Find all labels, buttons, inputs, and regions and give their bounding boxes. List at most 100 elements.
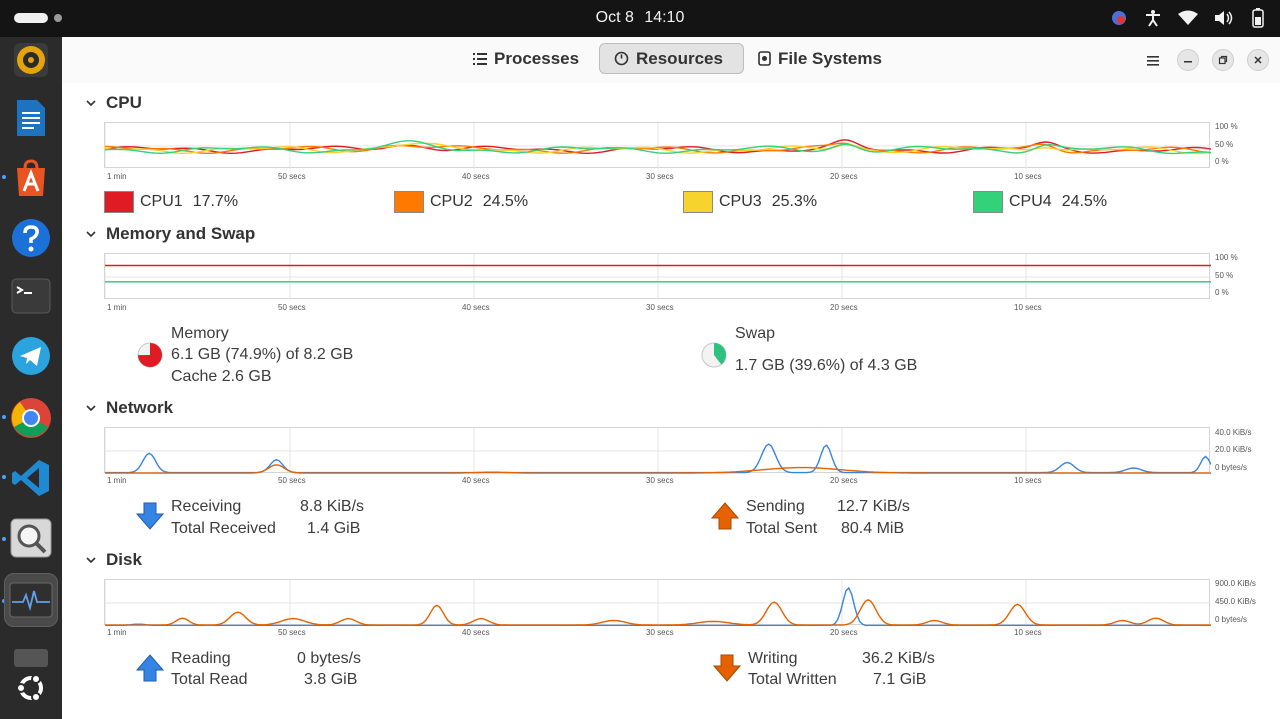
- arrow-down-writing-icon[interactable]: [713, 654, 741, 682]
- x-tick-label: 20 secs: [830, 172, 858, 181]
- network-graph: [104, 427, 1211, 474]
- chevron-down-icon: [86, 99, 96, 106]
- restore-button[interactable]: [1212, 49, 1234, 71]
- pie-slice: [138, 343, 162, 367]
- workspace-dot: [54, 14, 62, 22]
- cpu1-label: CPU1: [140, 193, 183, 210]
- dock-system-monitor[interactable]: [4, 573, 58, 627]
- x-tick-label: 10 secs: [1014, 476, 1042, 485]
- clock[interactable]: Oct 8 14:10: [0, 9, 1280, 27]
- system-tray[interactable]: [1110, 7, 1266, 29]
- cpu4-legend[interactable]: CPU4 24.5%: [973, 191, 1107, 213]
- swap-label: Swap: [735, 325, 776, 342]
- sending-series: [105, 464, 1211, 474]
- clock-date: Oct 8: [595, 9, 634, 26]
- disk-section-header[interactable]: Disk: [86, 550, 142, 570]
- network-y-tick: 0 bytes/s: [1215, 463, 1248, 472]
- arrow-up-sending-icon[interactable]: [711, 502, 739, 530]
- tab-resources[interactable]: Resources: [599, 43, 744, 74]
- memory-usage-pie[interactable]: [136, 341, 164, 369]
- arrow-up-reading-icon[interactable]: [136, 654, 164, 682]
- cpu-series-3: [105, 142, 1211, 155]
- telegram-icon: [12, 337, 50, 375]
- writing-value: 36.2 KiB/s: [862, 650, 935, 667]
- dock-running-indicator: [2, 537, 6, 541]
- x-tick-label: 1 min: [107, 172, 127, 181]
- dock-telegram[interactable]: [8, 333, 54, 379]
- dock-running-indicator: [2, 475, 6, 479]
- writing-series: [105, 599, 1211, 626]
- top-bar: Oct 8 14:10: [0, 0, 1280, 37]
- disk-y-tick: 450.0 KiB/s: [1215, 597, 1256, 606]
- dock-rhythmbox[interactable]: [8, 37, 54, 83]
- tab-processes-label: Processes: [494, 48, 580, 68]
- arrow-down-receiving-icon[interactable]: [136, 502, 164, 530]
- chevron-down-icon: [86, 404, 96, 411]
- close-button[interactable]: [1247, 49, 1269, 71]
- memory-graph: [104, 253, 1211, 300]
- network-section-header[interactable]: Network: [86, 398, 173, 418]
- tab-processes[interactable]: Processes: [459, 43, 593, 74]
- memory-cache: Cache 2.6 GB: [171, 368, 272, 385]
- total-read-value: 3.8 GiB: [304, 671, 358, 688]
- memory-section-header[interactable]: Memory and Swap: [86, 224, 255, 244]
- cpu2-color-swatch[interactable]: [394, 191, 424, 213]
- total-sent-label: Total Sent: [746, 520, 818, 537]
- cpu3-color-swatch[interactable]: [683, 191, 713, 213]
- gauge-icon: [614, 51, 629, 66]
- x-tick-label: 1 min: [107, 628, 127, 637]
- tab-file-systems[interactable]: File Systems: [744, 43, 896, 74]
- network-y-tick: 40.0 KiB/s: [1215, 428, 1252, 437]
- cpu4-color-swatch[interactable]: [973, 191, 1003, 213]
- notification-app-icon[interactable]: [1110, 9, 1128, 27]
- workspace-active-pill: [14, 13, 48, 23]
- total-written-label: Total Written: [748, 671, 837, 688]
- cpu1-legend[interactable]: CPU1 17.7%: [104, 191, 238, 213]
- cpu-section-header[interactable]: CPU: [86, 93, 142, 113]
- cpu1-color-swatch[interactable]: [104, 191, 134, 213]
- memory-y-tick: 50 %: [1215, 271, 1234, 280]
- sending-value: 12.7 KiB/s: [837, 498, 910, 515]
- dock-files[interactable]: [8, 633, 54, 679]
- dock-terminal[interactable]: [8, 273, 54, 319]
- reading-label: Reading: [171, 650, 231, 667]
- cpu-y-tick: 100 %: [1215, 122, 1238, 131]
- dock-vscode[interactable]: [8, 455, 54, 501]
- cpu-graph-canvas: [105, 123, 1211, 169]
- x-tick-label: 40 secs: [462, 172, 490, 181]
- total-sent-value: 80.4 MiB: [841, 520, 905, 537]
- x-tick-label: 50 secs: [278, 628, 306, 637]
- dock-image-viewer[interactable]: [8, 515, 54, 561]
- writing-label: Writing: [748, 650, 798, 667]
- swap-usage-pie[interactable]: [700, 341, 728, 369]
- close-icon: [1254, 56, 1262, 64]
- dock-show-apps[interactable]: [8, 665, 54, 711]
- cpu4-label: CPU4: [1009, 193, 1052, 210]
- accessibility-icon[interactable]: [1144, 9, 1162, 27]
- dock-app-center[interactable]: [8, 155, 54, 201]
- system-monitor-icon: [9, 582, 53, 618]
- memory-title: Memory and Swap: [106, 224, 256, 243]
- minimize-button[interactable]: [1177, 49, 1199, 71]
- cpu2-legend[interactable]: CPU2 24.5%: [394, 191, 528, 213]
- x-tick-label: 10 secs: [1014, 303, 1042, 312]
- volume-icon[interactable]: [1214, 10, 1234, 26]
- cpu3-legend[interactable]: CPU3 25.3%: [683, 191, 817, 213]
- sending-label: Sending: [746, 498, 805, 515]
- dock-chrome[interactable]: [8, 395, 54, 441]
- help-icon: [12, 219, 50, 257]
- cpu3-value: 25.3%: [771, 193, 818, 210]
- total-read-label: Total Read: [171, 671, 248, 688]
- memory-graph-canvas: [105, 254, 1211, 300]
- main-menu-button[interactable]: [1142, 50, 1164, 72]
- dock-help[interactable]: [8, 215, 54, 261]
- activities-indicator[interactable]: [14, 13, 62, 23]
- drive-icon: [758, 51, 771, 66]
- dock-writer[interactable]: [8, 95, 54, 141]
- wifi-icon[interactable]: [1178, 10, 1198, 26]
- memory-label: Memory: [171, 325, 229, 342]
- battery-icon[interactable]: [1250, 8, 1266, 28]
- cpu-series-2: [105, 142, 1211, 154]
- disk-graph-canvas: [105, 580, 1211, 626]
- total-written-value: 7.1 GiB: [873, 671, 927, 688]
